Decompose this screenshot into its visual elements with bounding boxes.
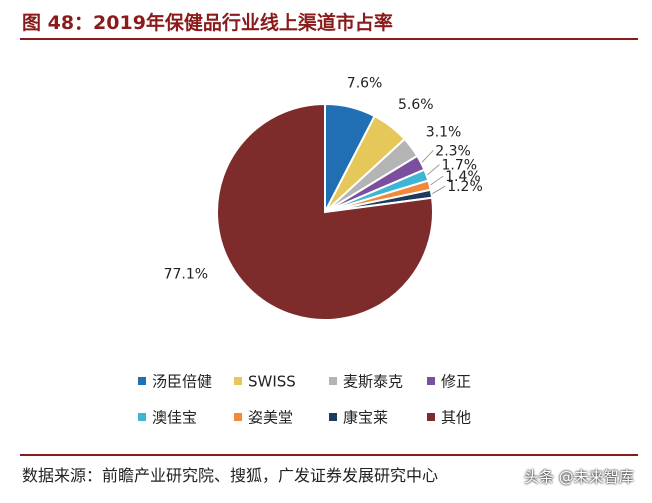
leader-line-slice-4	[421, 150, 434, 163]
data-label-slice-5: 1.7%	[442, 158, 478, 174]
legend-label-slice-7: 康宝莱	[343, 409, 388, 427]
legend-swatch-slice-7	[329, 413, 337, 421]
data-label-slice-6: 1.4%	[445, 169, 481, 185]
legend-label-slice-2: SWISS	[248, 373, 296, 391]
legend-swatch-slice-2	[234, 377, 242, 385]
watermark: 头条 @未来智库	[524, 468, 634, 486]
data-label-slice-4: 2.3%	[435, 143, 471, 159]
data-label-slice-2: 5.6%	[398, 97, 434, 113]
legend-label-slice-1: 汤臣倍健	[152, 373, 212, 391]
legend-swatch-slice-5	[138, 413, 146, 421]
pie-slice-8	[216, 102, 434, 321]
leader-line-slice-5	[427, 164, 440, 176]
legend-swatch-slice-1	[138, 377, 146, 385]
legend-label-slice-5: 澳佳宝	[152, 409, 197, 427]
legend-label-slice-8: 其他	[441, 409, 471, 427]
legend-label-slice-4: 修正	[441, 373, 471, 391]
data-label-slice-8: 77.1%	[164, 267, 208, 283]
title-divider	[20, 38, 638, 40]
leader-line-slice-6	[430, 175, 444, 186]
legend-label-slice-3: 麦斯泰克	[343, 373, 403, 391]
data-label-slice-7: 1.2%	[447, 179, 483, 195]
legend-swatch-slice-3	[329, 377, 337, 385]
data-label-slice-3: 3.1%	[426, 124, 462, 140]
leader-line-slice-7	[432, 185, 446, 194]
legend-swatch-slice-8	[427, 413, 435, 421]
chart-figure-title: 图 48：2019年保健品行业线上渠道市占率	[22, 12, 393, 34]
data-source-note: 数据来源：前瞻产业研究院、搜狐，广发证券发展研究中心	[22, 466, 439, 485]
legend-swatch-slice-6	[234, 413, 242, 421]
data-label-slice-1: 7.6%	[347, 76, 383, 92]
source-divider	[20, 454, 638, 456]
legend-swatch-slice-4	[427, 377, 435, 385]
legend-label-slice-6: 姿美堂	[248, 409, 293, 427]
